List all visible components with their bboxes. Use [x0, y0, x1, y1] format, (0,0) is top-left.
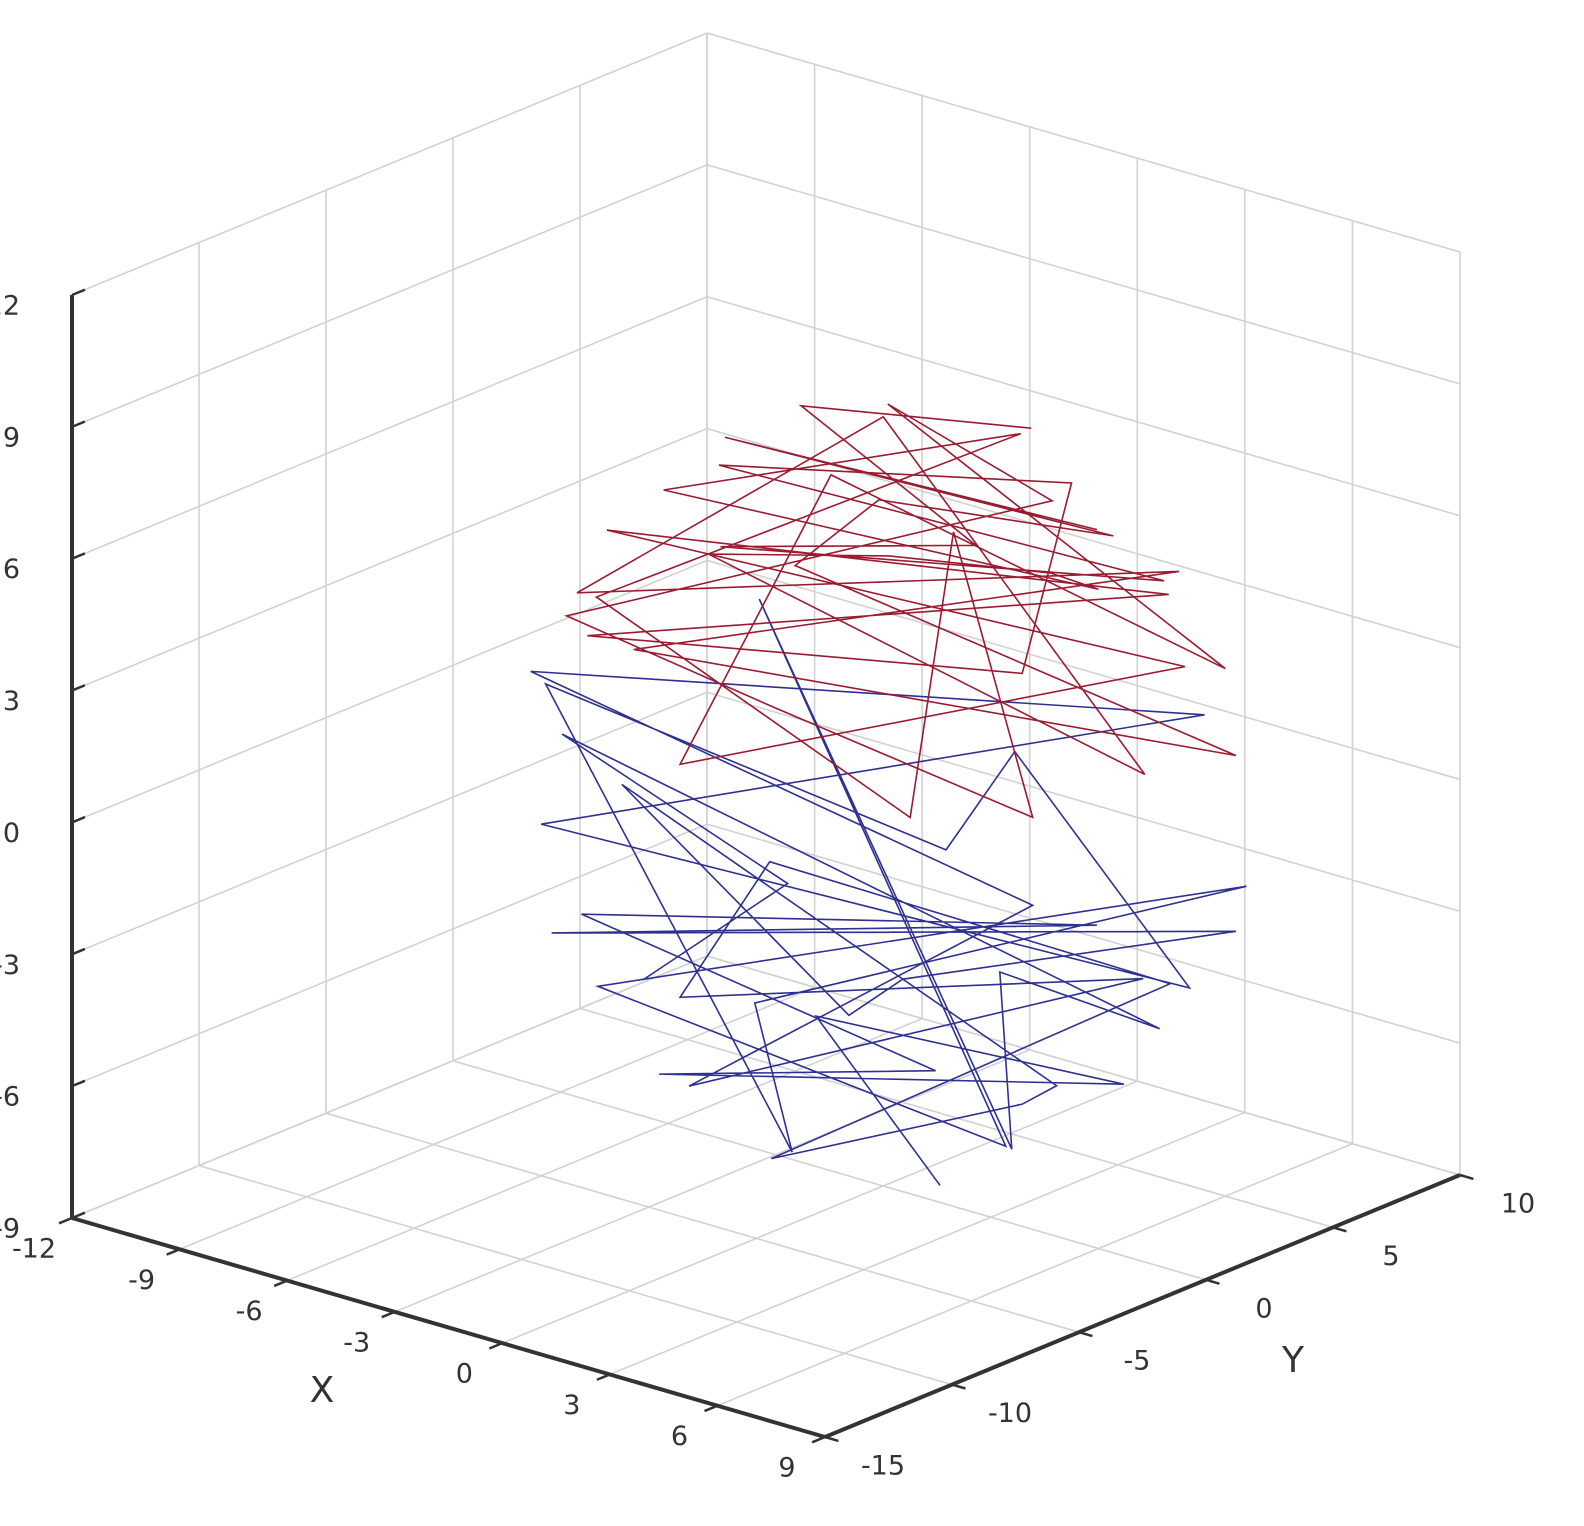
y-axis-title: Y — [1281, 1340, 1305, 1381]
y-tick-label: -15 — [861, 1451, 905, 1482]
tick-mark — [596, 1373, 611, 1381]
grid-line — [394, 1049, 1031, 1313]
x-tick-label: 9 — [778, 1453, 795, 1484]
z-tick-label: -9 — [0, 1214, 20, 1245]
grid-line — [706, 559, 1461, 781]
z-tick-label: 12 — [0, 291, 20, 322]
grid-line — [71, 955, 708, 1219]
x-tick-label: 0 — [456, 1359, 473, 1390]
grid-line — [71, 823, 708, 1087]
grid-line — [706, 164, 1461, 385]
grid-line — [71, 691, 708, 956]
data-line — [530, 598, 1247, 1186]
grid-line — [501, 1080, 1138, 1344]
tick-mark — [951, 1383, 966, 1390]
grid-line — [452, 1060, 1207, 1281]
x-tick-label: 3 — [563, 1390, 580, 1421]
tick-mark — [166, 1248, 181, 1256]
tick-mark — [71, 1211, 86, 1220]
tick-mark — [71, 684, 86, 692]
grid-line — [71, 559, 708, 824]
y-tick-label: 0 — [1255, 1293, 1272, 1324]
grid-line — [706, 295, 1461, 517]
z-tick-label: 6 — [3, 554, 20, 585]
x-tick-label: 6 — [671, 1421, 688, 1452]
y-axis — [824, 1173, 1461, 1439]
grid-line — [325, 1112, 1080, 1333]
tick-mark — [58, 1216, 73, 1225]
grid-line — [717, 1142, 1353, 1407]
tick-mark — [811, 1435, 826, 1444]
tick-mark — [71, 947, 86, 956]
z-tick-label: 3 — [3, 686, 20, 717]
x-axis-title: X — [310, 1370, 335, 1411]
grid-line — [179, 986, 815, 1251]
z-tick-label: -6 — [0, 1082, 20, 1113]
data-line — [564, 403, 1237, 819]
tick-mark — [1332, 1226, 1347, 1233]
tick-mark — [704, 1404, 718, 1413]
x-axis — [71, 1216, 826, 1439]
grid-line — [609, 1111, 1246, 1376]
z-tick-label: -3 — [0, 950, 20, 981]
grid-line — [706, 691, 1461, 913]
tick-mark — [1205, 1278, 1220, 1285]
tick-mark — [488, 1341, 503, 1350]
y-tick-label: 10 — [1501, 1189, 1535, 1220]
z-tick-label: 0 — [3, 818, 20, 849]
tick-mark — [381, 1310, 396, 1319]
tick-mark — [1459, 1173, 1474, 1181]
grid-line — [706, 823, 1461, 1044]
tick-mark — [71, 552, 86, 560]
x-tick-label: -3 — [343, 1327, 370, 1358]
grid-line — [198, 1164, 953, 1386]
tick-mark — [71, 1079, 86, 1088]
grid-line — [71, 164, 708, 428]
y-tick-label: -5 — [1124, 1346, 1151, 1377]
tick-mark — [71, 815, 86, 824]
grid-line — [706, 32, 1461, 253]
grid-line — [71, 295, 708, 560]
y-tick-label: 5 — [1382, 1241, 1399, 1272]
grid-line — [71, 32, 708, 296]
y-tick-label: -10 — [988, 1398, 1032, 1429]
tick-mark — [71, 288, 86, 297]
tick-mark — [824, 1435, 839, 1443]
grid-line — [286, 1017, 923, 1282]
grid-line — [706, 955, 1461, 1176]
tick-mark — [71, 420, 86, 429]
z-tick-label: 9 — [3, 422, 20, 453]
tick-mark — [273, 1279, 288, 1288]
x-tick-label: -9 — [128, 1265, 155, 1296]
grid-line — [71, 427, 708, 692]
tick-mark — [1078, 1330, 1093, 1338]
x-tick-label: -12 — [12, 1234, 56, 1265]
x-tick-label: -6 — [236, 1296, 263, 1327]
